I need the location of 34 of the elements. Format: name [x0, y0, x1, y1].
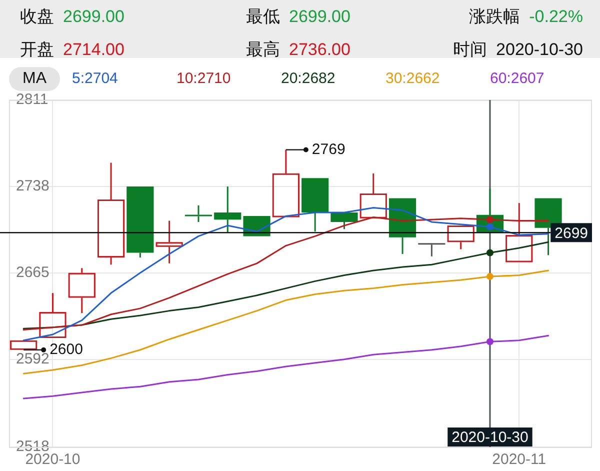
- candlestick: [272, 148, 300, 218]
- text: 时间 2020-10-30: [453, 40, 583, 59]
- text: 20:2682: [281, 69, 336, 89]
- candlestick: [184, 204, 212, 223]
- text: 最高 2736.00: [246, 40, 350, 59]
- candlestick: [302, 178, 329, 232]
- ref-line-label: 2699: [554, 224, 588, 242]
- text: 10:2710: [176, 69, 231, 89]
- text: 5:2704: [72, 69, 118, 89]
- text: 60:2607: [490, 69, 544, 89]
- candlestick: [126, 186, 154, 258]
- text: 开盘 2714.00: [20, 40, 124, 59]
- text: 涨跌幅 -0.22%: [469, 7, 583, 26]
- annotation: 2769: [312, 140, 346, 158]
- candlestick: [156, 220, 183, 264]
- candlestick: [97, 162, 125, 266]
- text: 30:2662: [386, 69, 440, 89]
- y-tick-label: 2738: [16, 178, 50, 195]
- annotation: 2600: [50, 341, 83, 358]
- text: 最低 2699.00: [246, 7, 350, 26]
- y-tick-label: 2665: [16, 264, 50, 282]
- x-tick-label: 2020-10: [25, 451, 80, 468]
- x-tick-label: 2020-11: [492, 451, 546, 468]
- candlestick: [506, 202, 533, 262]
- legend-title: MA: [9, 67, 60, 91]
- candlestick: [360, 172, 387, 218]
- candlestick: [68, 267, 96, 314]
- text: 收盘 2699.00: [20, 7, 124, 26]
- x-tick-label: 2020-10-30: [452, 429, 528, 446]
- candlestick: [214, 186, 242, 234]
- candlestick: [418, 243, 446, 258]
- candlestick: [39, 292, 66, 338]
- y-tick-label: 2592: [16, 350, 50, 368]
- candlestick: [447, 226, 474, 250]
